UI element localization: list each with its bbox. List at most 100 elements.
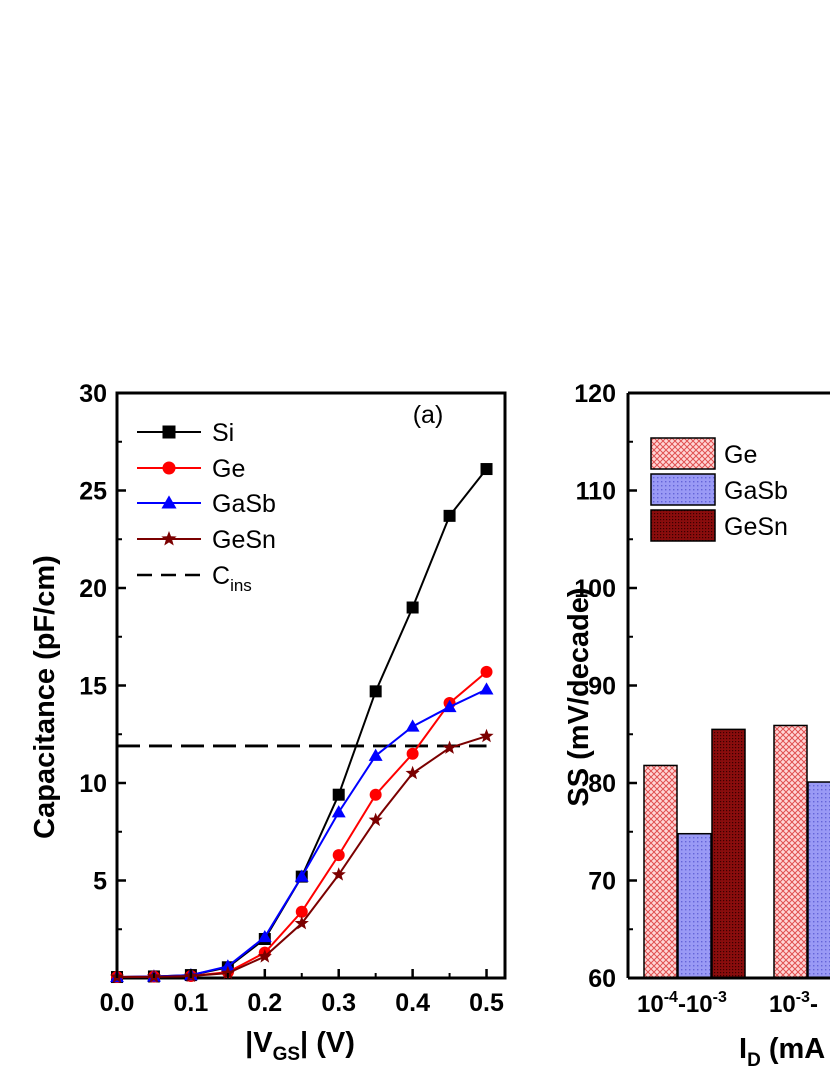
category-label-part: 10 — [637, 991, 664, 1018]
legend-marker-gasb — [161, 495, 177, 509]
legend-marker-ge — [162, 461, 176, 475]
series-si-point — [369, 685, 382, 698]
legend-label-ge: Ge — [212, 455, 245, 483]
series-gasb — [110, 682, 494, 983]
category-label-part: -10 — [678, 991, 713, 1018]
b-legend-swatch-ge — [650, 437, 716, 470]
b-legend-label-gesn: GeSn — [724, 513, 788, 541]
series-gasb-point — [331, 805, 346, 818]
panel-a-label: (a) — [413, 401, 444, 429]
series-gesn-point — [405, 765, 420, 780]
series-si-line — [116, 468, 488, 979]
series-gesn-point — [331, 867, 346, 881]
series-gesn-point — [220, 965, 235, 980]
legend-marker-si — [162, 425, 176, 439]
panel-a-legend: Si Ge GaSb GeSn Cins — [137, 419, 276, 595]
series-gesn-line — [116, 735, 487, 979]
panel-b-x-label-main: I — [739, 1033, 747, 1065]
series-si-point — [443, 509, 456, 522]
bar-gesn-0 — [711, 728, 746, 979]
panel-a-ticks: 0.0 0.1 0.2 0.3 0.4 0.5 5 10 15 20 25 30 — [79, 380, 504, 1017]
b-legend-swatch-gasb — [650, 473, 716, 506]
series-gesn-point — [294, 915, 309, 930]
y-tick-label-30: 30 — [79, 380, 107, 408]
bar-ge-1 — [773, 724, 808, 979]
b-y-tick-label-100: 100 — [574, 575, 616, 603]
b-y-tick-label-120: 120 — [574, 380, 616, 408]
b-y-tick-label-70: 70 — [588, 868, 616, 896]
legend-item-si: Si — [137, 419, 234, 447]
legend-item-ge: Ge — [137, 455, 245, 483]
panel-a-y-axis-label: Capacitance (pF/cm) — [29, 555, 61, 839]
series-gasb-point — [220, 959, 235, 972]
panel-a-plot-area — [115, 391, 507, 980]
category-label-part: -4 — [664, 989, 678, 1006]
x-tick-label-0-3: 0.3 — [321, 989, 356, 1017]
bar-ge-0 — [643, 764, 678, 979]
panel-a-x-label-main: |V — [245, 1027, 273, 1059]
y-tick-label-15: 15 — [79, 673, 107, 701]
y-tick-label-20: 20 — [79, 575, 107, 603]
series-gasb-line — [116, 688, 487, 979]
panel-a-x-axis-label: |VGS| (V) — [245, 1027, 355, 1065]
series-gesn — [109, 728, 494, 984]
x-tick-label-0-5: 0.5 — [469, 989, 504, 1017]
series-gasb-point — [479, 682, 494, 695]
b-y-tick-label-90: 90 — [588, 673, 616, 701]
series-gasb-point — [405, 719, 420, 732]
series-ge-point — [480, 665, 493, 678]
panel-b-legend: Ge GaSb GeSn — [650, 437, 788, 542]
bar-gasb-0 — [677, 832, 712, 979]
category-label-part: -3 — [713, 989, 727, 1006]
y-tick-label-5: 5 — [93, 868, 107, 896]
panel-a-x-label-sub: GS — [273, 1044, 300, 1065]
category-label-0: 10-4-10-3 — [637, 989, 727, 1018]
panel-a-frame — [115, 391, 507, 980]
series-si-point — [480, 463, 493, 476]
series-ge-point — [406, 747, 419, 760]
series-si-point — [406, 601, 419, 614]
b-legend-item-gesn: GeSn — [650, 509, 788, 542]
legend-item-gasb: GaSb — [137, 490, 276, 518]
b-legend-item-ge: Ge — [650, 437, 757, 470]
bar-gasb-1 — [807, 781, 830, 979]
series-gesn-point — [257, 949, 272, 963]
legend-label-si: Si — [212, 419, 234, 447]
y-tick-label-10: 10 — [79, 770, 107, 798]
b-legend-swatch-gesn — [650, 509, 716, 542]
panel-b-y-axis-label: SS (mV/decade) — [563, 587, 595, 806]
panel-a-x-label-suffix: | (V) — [300, 1027, 355, 1059]
category-label-1: 10-3- — [769, 989, 818, 1018]
category-label-part: 10 — [769, 991, 796, 1018]
series-gesn-point — [368, 812, 383, 827]
legend-label-cins-main: C — [212, 562, 230, 590]
x-tick-label-0-4: 0.4 — [395, 989, 430, 1017]
legend-marker-gesn — [161, 530, 177, 546]
x-tick-label-0-2: 0.2 — [247, 989, 282, 1017]
y-tick-label-25: 25 — [79, 478, 107, 506]
series-gasb-point — [257, 929, 272, 943]
series-gasb-point — [442, 699, 457, 713]
category-label-part: -3 — [796, 989, 810, 1006]
series-gasb-point — [294, 869, 309, 882]
b-legend-label-gasb: GaSb — [724, 477, 788, 505]
x-tick-label-0-1: 0.1 — [174, 989, 209, 1017]
series-ge-point — [295, 905, 308, 918]
panel-b-x-axis-label: ID (mA — [739, 1033, 825, 1071]
legend-label-gasb: GaSb — [212, 490, 276, 518]
series-gesn-point — [442, 740, 457, 754]
legend-label-cins-sub: ins — [230, 576, 252, 595]
legend-label-gesn: GeSn — [212, 526, 276, 554]
panel-a: 0.0 0.1 0.2 0.3 0.4 0.5 5 10 15 20 25 30 Si Ge GaSb Ge… — [29, 380, 507, 1065]
series-ge-point — [369, 788, 382, 801]
panel-b-x-label-sub: D — [747, 1050, 761, 1071]
panel-b-x-label-suffix: (mA — [761, 1033, 826, 1065]
series-si-point — [332, 788, 345, 801]
panel-b-bars-group — [643, 724, 830, 979]
legend-item-gesn: GeSn — [137, 526, 276, 554]
b-y-tick-label-80: 80 — [588, 770, 616, 798]
legend-label-cins: Cins — [212, 562, 252, 595]
